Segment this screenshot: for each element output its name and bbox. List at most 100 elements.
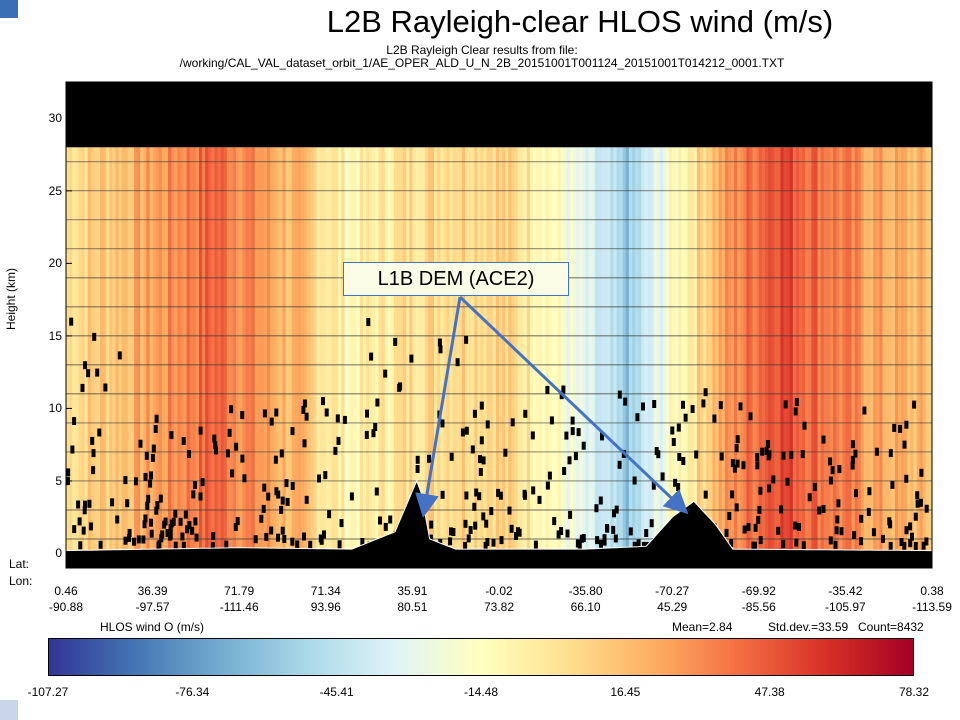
invalid-cell [694,450,699,459]
y-tick-label: 30 [48,111,62,126]
wind-column [347,147,351,554]
wind-column [81,147,85,554]
invalid-cell [66,468,71,477]
invalid-cell [227,428,232,437]
wind-column [916,147,921,554]
invalid-cell [83,361,88,370]
invalid-cell [794,538,799,547]
invalid-cell [828,476,833,485]
invalid-cell [755,453,760,462]
invalid-cell [567,456,572,465]
invalid-cell [154,506,159,515]
wind-column [226,147,231,554]
invalid-cell [758,536,763,545]
invalid-cell [273,455,278,464]
invalid-cell [117,351,122,360]
invalid-cell [125,499,130,508]
wind-column [523,147,528,554]
invalid-cell [173,541,178,550]
invalid-cell [837,465,842,474]
wind-column [124,147,129,554]
invalid-cell [86,369,91,378]
annotation-arrow-right [458,295,689,515]
wind-column [378,147,382,554]
wind-column [285,147,290,554]
wind-column [675,147,679,554]
wind-column [205,147,209,554]
invalid-cell [280,496,285,505]
wind-column [628,147,633,554]
wind-column [576,147,580,554]
wind-column [863,147,868,554]
invalid-cell [828,457,833,466]
lon-label: Lon: [9,574,33,588]
wind-column [873,147,877,554]
wind-column [353,147,358,554]
invalid-cell [279,449,284,458]
wind-column [434,147,438,554]
invalid-cell [98,540,103,549]
invalid-cell [242,474,247,483]
invalid-cell [151,444,156,453]
invalid-cell [162,520,167,529]
invalid-cell [579,534,584,543]
invalid-cell [724,528,729,537]
wind-column [795,147,800,554]
x-tick-lon: -111.46 [219,600,259,614]
wind-column [706,147,710,554]
invalid-cell [681,457,686,465]
wind-column [520,147,525,554]
wind-column [802,147,806,554]
invalid-cell [753,523,758,532]
invalid-cell [746,523,751,532]
x-tick-lat: 0.38 [920,584,944,598]
invalid-cell [141,535,146,544]
invalid-cell [764,446,769,455]
wind-column [557,147,562,554]
wind-column [567,147,571,554]
invalid-cell [766,452,771,461]
wind-column [811,147,815,554]
wind-column [294,147,299,554]
invalid-cell [660,472,665,481]
invalid-cell [463,519,468,528]
wind-column [155,147,160,554]
invalid-cell [530,431,535,440]
invalid-cell [154,414,159,423]
invalid-cell [732,464,737,473]
wind-column [239,147,243,554]
wind-column [502,147,506,554]
invalid-cell [168,531,173,540]
wind-column [69,147,73,554]
invalid-cell [301,405,306,414]
invalid-cell [598,496,603,505]
invalid-cell [470,445,475,454]
invalid-cell [748,412,753,421]
wind-column [724,147,729,554]
invalid-cell [388,515,393,524]
invalid-cell [290,427,295,436]
invalid-cell [224,540,229,549]
wind-column [335,147,339,554]
invalid-cell [888,541,893,550]
invalid-cell [632,476,637,485]
wind-column [563,147,568,554]
x-tick-lat: 71.79 [224,584,255,598]
wind-column [573,147,577,554]
invalid-cell [752,541,757,550]
wind-column [492,147,497,554]
invalid-cell [229,405,234,414]
invalid-cell [561,385,566,394]
invalid-cell [756,515,761,524]
invalid-cell [514,532,518,540]
wind-column [375,147,379,554]
wind-column [248,147,252,554]
invalid-cell [734,503,739,512]
wind-column [93,147,98,554]
invalid-cell [190,526,195,535]
invalid-cell [185,525,190,534]
wind-column [669,147,673,554]
invalid-cell [72,417,77,425]
wind-column [774,147,778,554]
wind-column [301,147,305,554]
